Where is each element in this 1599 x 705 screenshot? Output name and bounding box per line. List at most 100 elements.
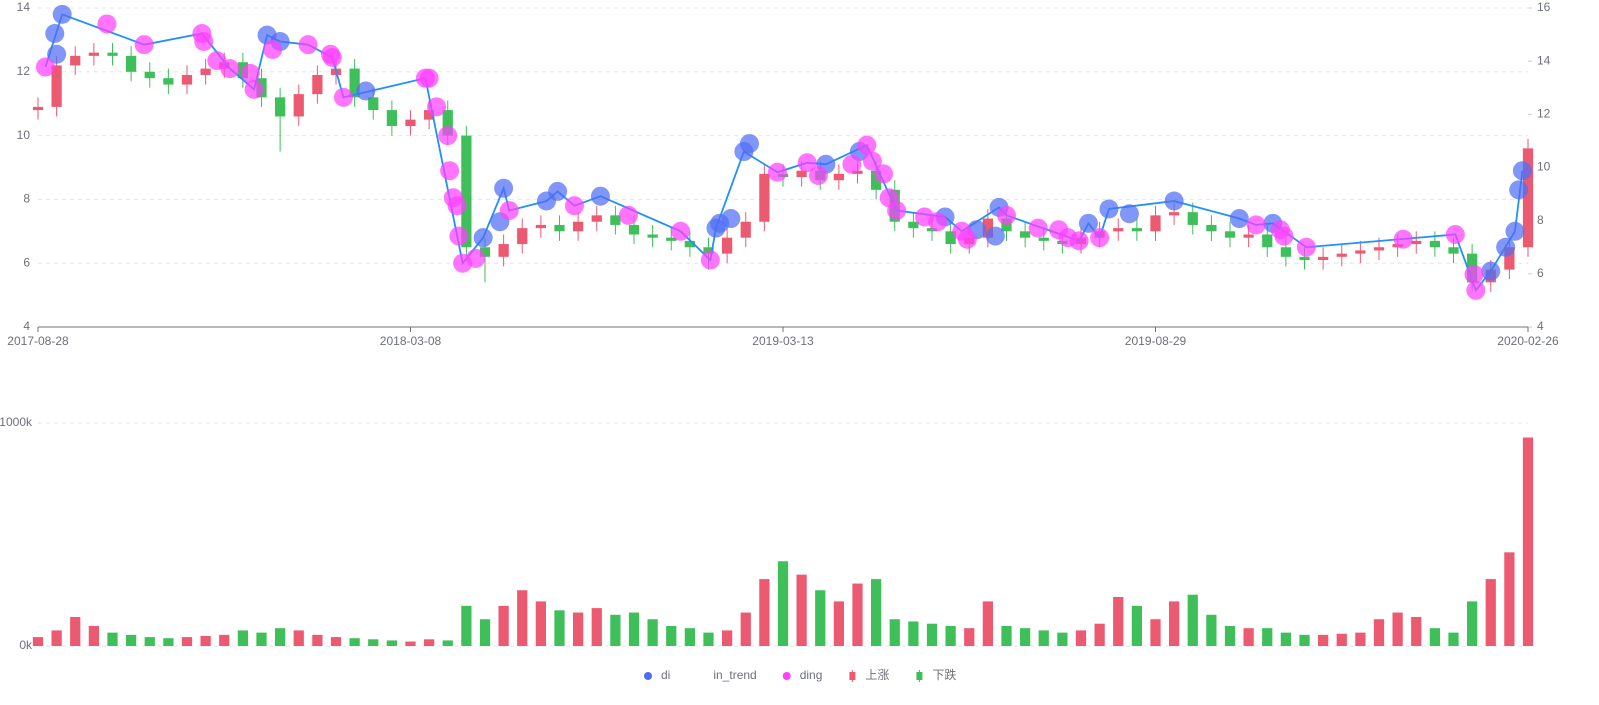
ding-point: [1464, 264, 1484, 284]
legend-label: in_trend: [713, 668, 756, 682]
legend-item[interactable]: 上涨: [849, 667, 889, 682]
legend-item[interactable]: di: [644, 668, 670, 682]
candle-body: [1224, 231, 1236, 238]
volume-bar: [759, 579, 770, 646]
ding-point: [449, 226, 469, 246]
candle-body: [424, 110, 435, 120]
volume-bar: [1113, 596, 1124, 646]
volume-tick-label: 1000k: [0, 415, 33, 429]
ding-point: [618, 205, 638, 225]
x-tick-label: 2020-02-26: [1497, 334, 1559, 348]
di-point: [548, 181, 568, 201]
volume-bar: [1485, 579, 1496, 646]
volume-bar: [349, 638, 360, 646]
volume-bar: [181, 637, 193, 646]
volume-bar: [237, 630, 248, 646]
volume-bar: [107, 632, 118, 646]
volume-bar: [70, 617, 81, 646]
volume-bar: [1355, 632, 1366, 646]
volume-bar: [554, 610, 565, 646]
legend-label: 下跌: [932, 667, 956, 682]
volume-bar: [777, 561, 789, 646]
legend-label: 上涨: [865, 667, 889, 682]
ding-point: [134, 35, 154, 55]
di-point: [1509, 180, 1529, 200]
volume-bar: [1020, 628, 1031, 646]
volume-bar: [1280, 632, 1291, 646]
candle-body: [517, 228, 528, 245]
volume-bar: [312, 634, 323, 646]
y2-tick-label: 4: [1537, 319, 1544, 333]
volume-bar: [666, 625, 677, 646]
candle-body: [1262, 234, 1273, 248]
volume-bar: [703, 632, 714, 646]
ding-point: [997, 205, 1016, 225]
candle-body: [1318, 256, 1329, 261]
volume-bar: [1504, 552, 1515, 646]
candle-body: [591, 215, 602, 222]
ding-point: [862, 151, 882, 171]
candle-body: [852, 170, 863, 174]
candle-body: [442, 110, 453, 136]
candle-body: [1206, 224, 1217, 232]
y2-tick-label: 16: [1537, 0, 1551, 14]
legend-item[interactable]: 下跌: [916, 667, 956, 682]
ding-point: [671, 221, 691, 241]
volume-bar: [1373, 619, 1385, 646]
volume-bar: [517, 590, 528, 646]
x-tick-label: 2017-08-28: [7, 334, 69, 348]
ding-point: [438, 126, 458, 146]
volume-bar: [200, 635, 211, 646]
volume-bar: [1057, 632, 1068, 646]
volume-bar: [908, 621, 919, 646]
volume-bar: [1522, 437, 1534, 646]
legend-item[interactable]: ding: [782, 668, 823, 682]
volume-bar: [88, 625, 99, 646]
candle-body: [181, 74, 193, 85]
candle-body: [833, 173, 844, 181]
candle-body: [796, 170, 807, 178]
y-tick-label: 4: [23, 319, 30, 333]
di-point: [52, 4, 72, 24]
candle-body: [405, 119, 416, 127]
candle-body: [1280, 247, 1291, 257]
di-point: [494, 178, 514, 198]
candle-body: [386, 110, 397, 127]
candle-body: [1169, 212, 1180, 216]
volume-bar: [573, 612, 584, 646]
candle-body: [70, 55, 81, 66]
candle-body: [759, 173, 770, 222]
ding-point: [419, 68, 439, 88]
ding-point: [1090, 228, 1110, 248]
candle-body: [1038, 237, 1049, 241]
di-point: [1229, 209, 1249, 229]
candle-body: [1355, 250, 1366, 254]
candle-body: [610, 215, 621, 225]
legend-icon: [849, 672, 856, 680]
candle-body: [740, 221, 751, 238]
ding-point: [440, 161, 460, 181]
ding-point: [957, 229, 977, 249]
y2-tick-label: 6: [1537, 266, 1544, 280]
di-point: [356, 81, 376, 101]
candle-body: [1336, 253, 1347, 257]
candle-body: [573, 221, 584, 232]
ding-point: [1445, 224, 1465, 244]
volume-bar: [982, 601, 993, 646]
volume-bar: [1392, 612, 1403, 646]
candle-body: [32, 106, 44, 111]
candle-body: [1020, 231, 1031, 238]
volume-bar: [1075, 630, 1087, 646]
candle-body: [479, 247, 491, 257]
candle-body: [1373, 247, 1385, 251]
di-point: [590, 186, 610, 206]
di-point: [1078, 213, 1098, 233]
candle-body: [312, 74, 323, 95]
di-point: [739, 134, 759, 154]
volume-bar: [535, 601, 546, 646]
ding-point: [35, 57, 55, 77]
volume-tick-label: 0k: [19, 638, 33, 652]
ding-point: [194, 31, 214, 51]
di-point: [721, 209, 741, 229]
legend-item[interactable]: in_trend: [713, 668, 756, 682]
